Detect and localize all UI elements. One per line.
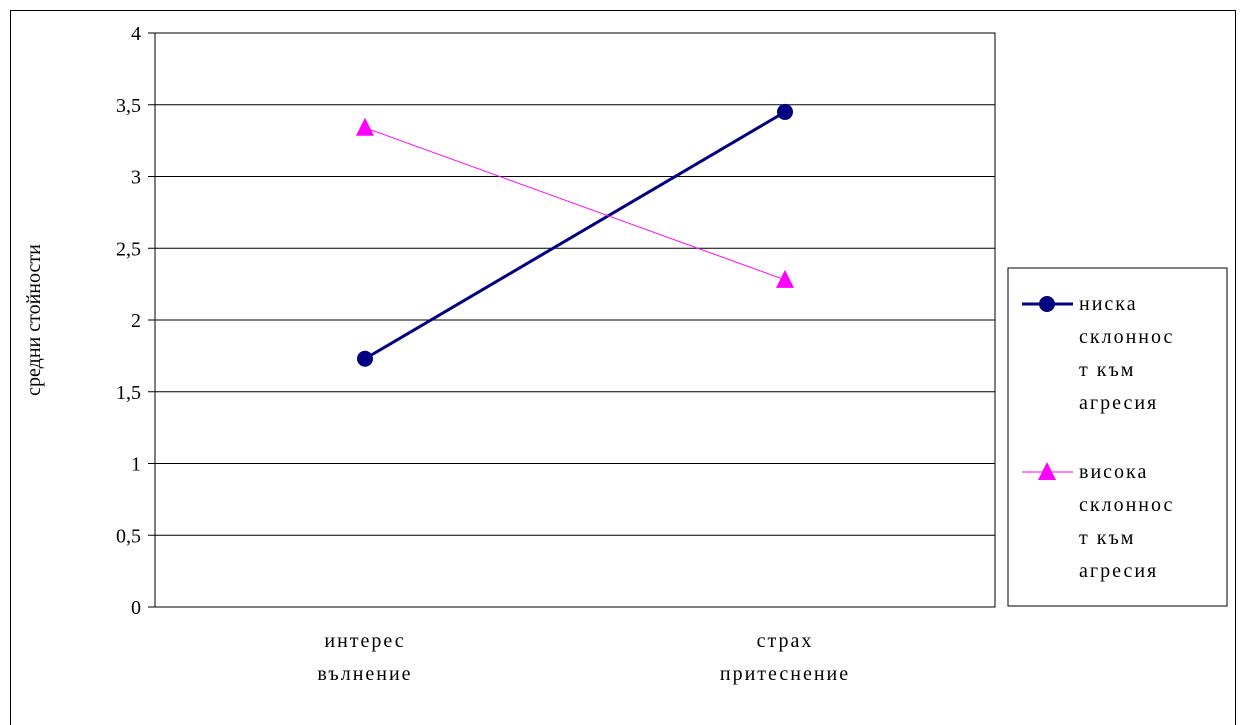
legend-marker-circle [1039, 296, 1055, 312]
legend-label: агресия [1079, 560, 1158, 582]
legend-label: склоннос [1079, 494, 1174, 516]
x-category-label: страх [757, 630, 814, 652]
plot-border [154, 32, 996, 608]
data-point-circle [777, 103, 793, 120]
y-axis-title: средни стойности [23, 244, 45, 396]
legend-marker-triangle [1038, 462, 1056, 480]
legend-label: т към [1079, 359, 1135, 381]
legend-label: агресия [1079, 392, 1158, 414]
x-axis-categories: интерес вълнение страх притеснение [317, 630, 850, 685]
legend-label: склоннос [1079, 326, 1174, 348]
x-category-label: вълнение [317, 663, 412, 685]
series-line [364, 110, 786, 361]
legend: ниска склоннос т към агресия висока склоннос т… [1007, 267, 1228, 607]
legend-box [1007, 267, 1228, 607]
series-lines [356, 103, 794, 367]
data-point-circle [357, 350, 373, 367]
y-tick-label: 1,5 [116, 382, 141, 404]
y-tick-label: 3 [131, 167, 141, 189]
y-tick-label: 3,5 [116, 95, 141, 117]
series-line [364, 127, 786, 281]
y-tick-label: 2,5 [116, 238, 141, 260]
plot-area [154, 32, 996, 608]
y-tick-label: 2 [131, 310, 141, 332]
x-category-label: притеснение [720, 663, 850, 685]
y-axis-ticks: 0 0,5 1 1,5 2 2,5 3 3,5 4 [116, 23, 141, 619]
data-point-triangle [356, 117, 374, 136]
gridlines [148, 32, 995, 608]
legend-label: висока [1079, 461, 1148, 483]
legend-label: т към [1079, 527, 1135, 549]
y-tick-label: 4 [131, 23, 141, 45]
x-category-label: интерес [324, 630, 405, 652]
legend-label: ниска [1079, 293, 1138, 315]
data-point-triangle [776, 269, 794, 288]
y-tick-label: 0,5 [116, 525, 141, 547]
y-tick-label: 0 [131, 597, 141, 619]
y-tick-label: 1 [131, 454, 141, 476]
